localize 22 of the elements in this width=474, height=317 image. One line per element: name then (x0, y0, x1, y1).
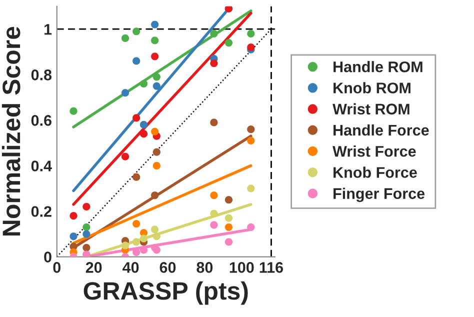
legend-label: Handle ROM (334, 61, 422, 72)
y-tick-label: 1 (44, 24, 52, 35)
legend-label: Knob ROM (334, 82, 410, 94)
legend-label: Finger Force (334, 188, 425, 202)
y-tick-label: 0.8 (31, 70, 52, 80)
x-tick-label: 80 (196, 262, 213, 273)
x-tick-label: 60 (160, 262, 176, 273)
x-tick-label: 0 (53, 262, 61, 273)
legend-label: Wrist ROM (332, 103, 410, 115)
x-axis-title: GRASSP (pts) (84, 281, 248, 305)
x-tick-label: 20 (86, 262, 102, 273)
y-tick-label: 0.2 (31, 206, 52, 217)
legend-label: Handle Force (334, 124, 429, 136)
y-tick-label: 0.4 (31, 160, 52, 172)
legend-label: Knob Force (334, 166, 417, 178)
y-tick-label: 0.6 (31, 115, 52, 126)
x-tick-label: 116 (260, 262, 283, 273)
y-axis-title: Normalized Score (2, 26, 20, 236)
legend-label: Wrist Force (332, 146, 416, 157)
x-tick-label: 40 (122, 262, 139, 273)
x-tick-label: 100 (230, 262, 254, 273)
y-tick-label: 0 (44, 252, 52, 262)
